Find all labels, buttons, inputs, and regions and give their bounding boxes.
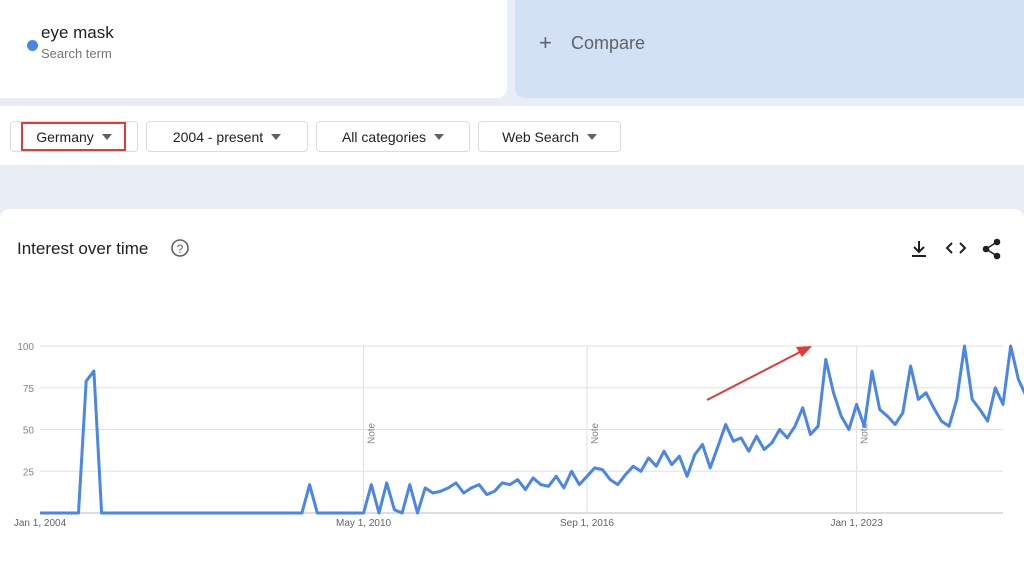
download-icon[interactable] [912, 241, 926, 257]
help-icon[interactable]: ? [171, 239, 189, 257]
note-label: Note [590, 422, 601, 444]
plot: 25 50 75 100 Jan 1, 2004 May 1, 2010 Note Sep 1… [14, 342, 1024, 529]
filter-label: All categories [341, 128, 427, 145]
compare-label: Compare [571, 33, 646, 53]
filter-label: Web Search [502, 128, 579, 145]
caret [434, 133, 445, 140]
caret [101, 133, 112, 140]
red-arrow [706, 346, 812, 401]
embed-icon[interactable] [945, 242, 967, 254]
section-title: Interest over time [17, 239, 149, 258]
filter-label: Germany [36, 128, 94, 145]
filter-time[interactable]: 2004 - present [146, 121, 308, 152]
plus-icon: + [539, 30, 552, 55]
term-kind: Search term [41, 46, 112, 61]
note-label: Note [860, 422, 871, 444]
x-tick-label: May 1, 2010 [336, 518, 391, 529]
y-tick-label: 25 [23, 467, 35, 478]
series-line [40, 344, 1024, 515]
filter-region[interactable]: Germany [10, 121, 138, 152]
x-tick-label: Sep 1, 2016 [560, 518, 614, 529]
term-name: eye mask [41, 23, 114, 42]
x-tick-label: Jan 1, 2004 [14, 518, 67, 529]
x-tick-label: Jan 1, 2023 [830, 518, 883, 529]
caret [586, 133, 597, 140]
highlight-box [21, 122, 126, 151]
term-dot [27, 40, 38, 51]
share-icon[interactable] [982, 238, 1001, 260]
caret [271, 133, 282, 140]
filter-search-type[interactable]: Web Search [478, 121, 621, 152]
chart-card [0, 209, 1024, 564]
note-label: Note [367, 422, 378, 444]
svg-text:?: ? [177, 242, 184, 256]
y-tick-label: 50 [23, 426, 35, 437]
filter-category[interactable]: All categories [316, 121, 470, 152]
y-tick-label: 75 [23, 384, 35, 395]
search-card[interactable]: eye mask Search term [0, 0, 507, 98]
filter-label: 2004 - present [172, 128, 264, 145]
y-tick-label: 100 [17, 342, 34, 353]
compare-card[interactable]: + Compare [515, 0, 1024, 98]
